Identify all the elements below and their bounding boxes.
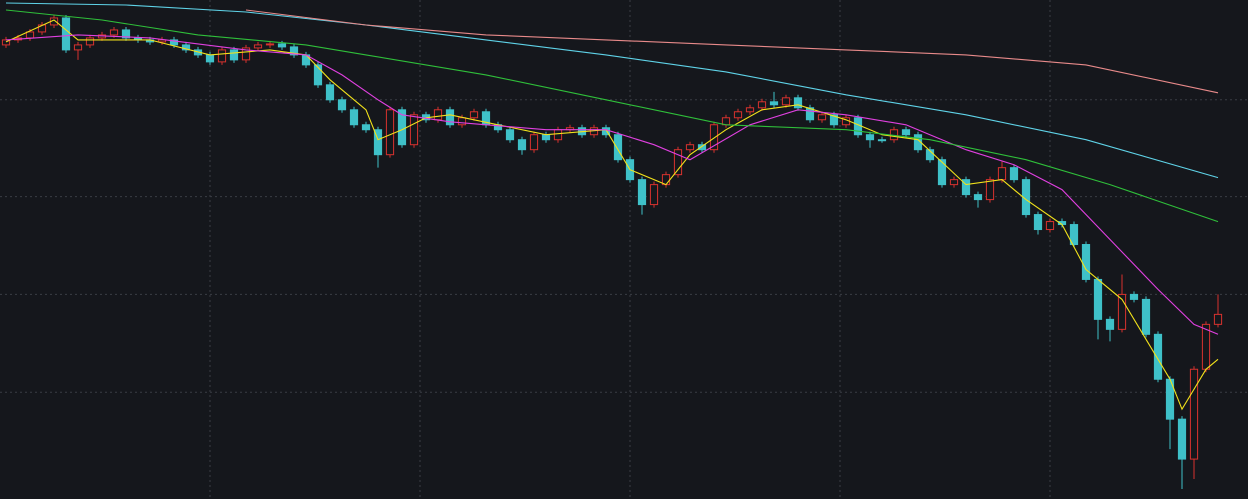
moving-average-line [5,34,1219,335]
candle-body [613,134,623,161]
candle-body [265,43,275,46]
candle-body [121,29,131,39]
candle-body [1093,278,1103,320]
candle-body [1189,368,1199,460]
candle-body [757,101,767,109]
candle-body [1153,333,1163,380]
candle-body [865,134,875,141]
candle-body [1105,318,1115,330]
moving-average-line [5,2,1219,179]
candle-body [229,49,239,61]
candle-body [445,109,455,126]
candle-body [373,129,383,156]
candle-body [25,31,35,39]
candle-body [1081,244,1091,280]
candle-body [457,117,467,126]
candle-body [505,129,515,141]
candle-body [469,111,479,119]
moving-average-line [5,9,1219,223]
candle-body [781,97,791,106]
candle-body [769,101,779,106]
candle-body [397,109,407,146]
candle-body [385,109,395,156]
candle-body [217,49,227,63]
candle-body [337,99,347,111]
candle-body [997,167,1007,181]
candle-body [541,134,551,141]
candle-body [829,114,839,126]
candle-body [649,184,659,206]
candle-body [685,144,695,151]
candle-body [313,64,323,86]
candle-body [1129,293,1139,300]
candle-body [169,39,179,46]
candle-body [181,44,191,51]
candle-body [961,179,971,196]
candle-body [289,46,299,56]
candle-body [913,134,923,151]
moving-average-line [245,9,1219,94]
candle-body [1177,418,1187,460]
candle-body [1033,214,1043,231]
candle-body [973,194,983,201]
candle-body [949,179,959,186]
candle-body [325,84,335,101]
candle-body [433,109,443,121]
candle-body [937,159,947,186]
candle-body [553,129,563,141]
candle-body [673,149,683,176]
candle-body [1045,221,1055,231]
candle-body [73,44,83,51]
candle-body [61,17,71,51]
candle-body [85,37,95,46]
candle-body [745,107,755,113]
candle-body [877,139,887,142]
candle-body [349,109,359,126]
candle-body [985,179,995,201]
candle-body [709,124,719,151]
candle-body [517,139,527,151]
candle-body [901,129,911,136]
candle-body [637,179,647,206]
candle-body [1117,293,1127,330]
candle-body [721,117,731,126]
candle-body [1201,323,1211,370]
candle-body [793,97,803,109]
candle-body [733,111,743,119]
candle-body [109,29,119,36]
candle-body [805,107,815,121]
candle-body [697,144,707,151]
candle-body [409,114,419,146]
candle-body [1069,224,1079,246]
candle-body [1,39,11,46]
candle-body [253,44,263,49]
candle-body [241,47,251,61]
candle-body [361,124,371,131]
candle-body [205,54,215,63]
candle-body [817,114,827,121]
candle-body [277,43,287,48]
candle-body [1009,167,1019,181]
candle-body [1141,298,1151,335]
candle-body [1213,313,1223,325]
candle-body [529,134,539,151]
